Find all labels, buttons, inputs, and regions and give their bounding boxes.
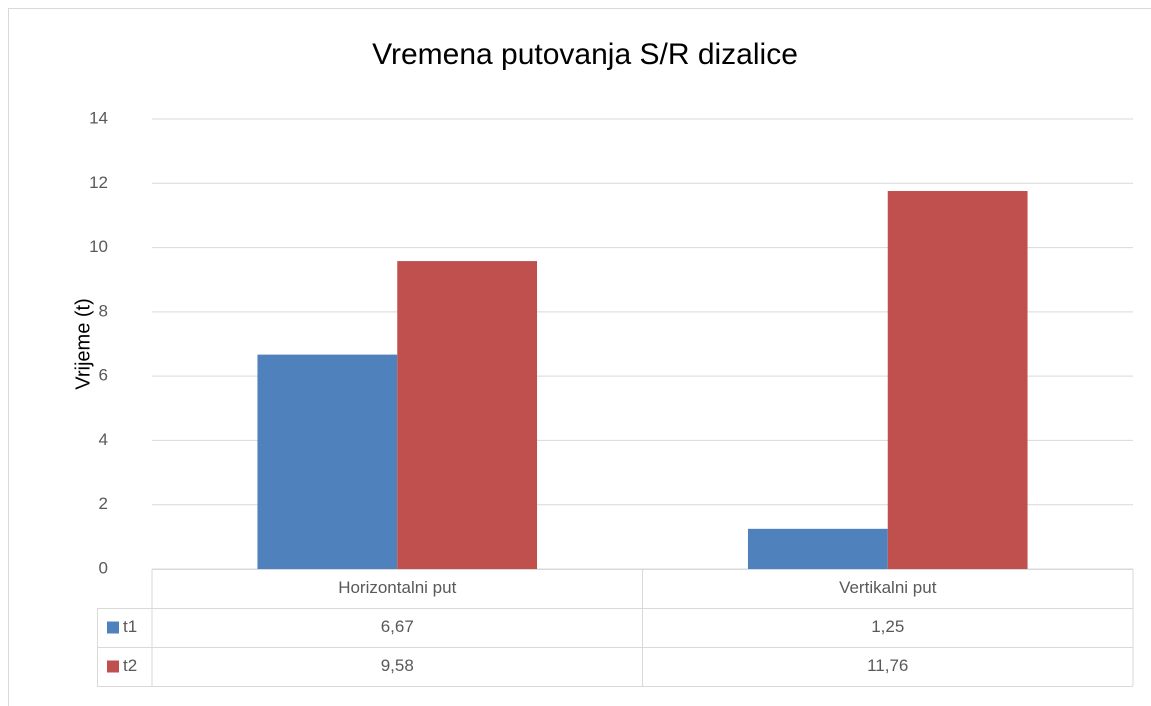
data-table-value: 11,76 <box>867 656 908 675</box>
legend-key <box>107 621 119 634</box>
bar <box>747 528 888 569</box>
legend-key <box>107 660 119 673</box>
chart-title: Vremena putovanja S/R dizalice <box>372 38 798 71</box>
y-tick-label: 2 <box>99 494 108 513</box>
y-tick-label: 4 <box>99 430 108 449</box>
y-axis-label: Vrijeme (t) <box>72 298 94 389</box>
data-table-value: 6,67 <box>381 617 414 636</box>
y-tick-label: 14 <box>89 108 108 127</box>
bar <box>887 191 1028 569</box>
data-table-value: 9,58 <box>381 656 414 675</box>
legend-label: t1 <box>123 617 137 636</box>
y-tick-label: 0 <box>99 558 108 577</box>
data-table-value: 1,25 <box>871 617 904 636</box>
y-tick-label: 10 <box>89 237 108 256</box>
y-tick-label: 8 <box>99 301 108 320</box>
chart-frame <box>8 8 1151 706</box>
bar <box>397 261 538 569</box>
bar <box>257 354 398 569</box>
y-tick-label: 6 <box>99 366 108 385</box>
x-tick-label: Horizontalni put <box>338 578 456 597</box>
y-tick-label: 12 <box>89 173 108 192</box>
legend-label: t2 <box>123 656 137 675</box>
x-tick-label: Vertikalni put <box>839 578 937 597</box>
